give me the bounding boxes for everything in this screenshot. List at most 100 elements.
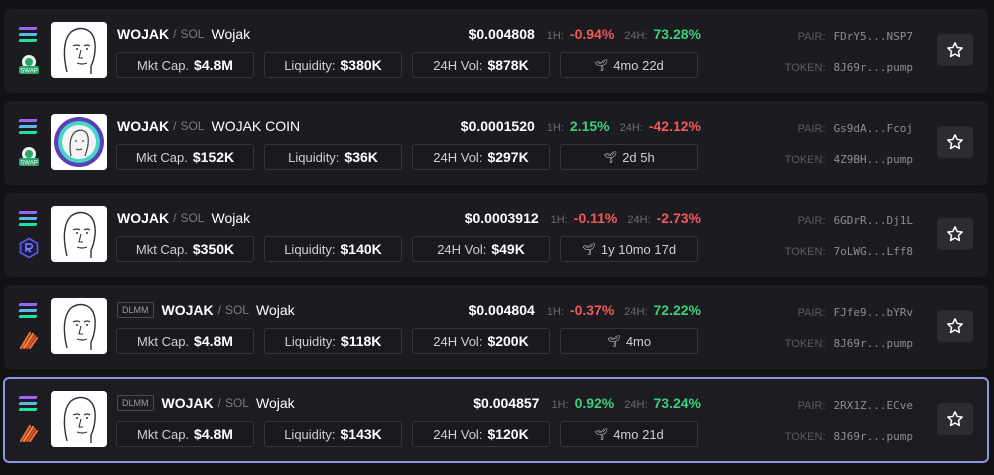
- token-name: Wojak: [211, 26, 251, 42]
- change-1h: -0.11%: [573, 210, 618, 226]
- pair-row[interactable]: WOJAK / SOL Wojak $0.0003912 1H: -0.11% …: [4, 193, 988, 277]
- change-1h-label: 1H:: [546, 306, 564, 318]
- sprout-icon: 🌱︎: [594, 428, 609, 441]
- volume-value: $200K: [487, 333, 529, 349]
- quote-symbol: SOL: [180, 119, 205, 133]
- token-price: $0.004808: [468, 26, 535, 42]
- pair-row[interactable]: SWAP WOJAK / SOL Wojak $0.004808 1H: -0.…: [4, 9, 988, 93]
- token-symbol: WOJAK: [161, 395, 214, 411]
- pair-row-selected[interactable]: DLMM WOJAK / SOL Wojak $0.004857 1H: 0.9…: [3, 377, 989, 463]
- age-value: 4mo: [625, 333, 652, 349]
- favorite-button[interactable]: [937, 403, 973, 435]
- volume-value: $878K: [487, 57, 529, 73]
- solana-icon: [18, 210, 39, 226]
- liquidity-box: Liquidity: $143K: [264, 421, 402, 447]
- quote-symbol: SOL: [180, 27, 205, 41]
- sprout-icon: 🌱︎: [594, 59, 609, 72]
- market-cap-value: $4.8M: [194, 426, 233, 442]
- token-address[interactable]: 8J69r...pump: [833, 430, 913, 443]
- wojak-coin-icon: [51, 114, 107, 170]
- volume-value: $49K: [491, 241, 525, 257]
- token-price: $0.0001520: [460, 118, 535, 134]
- token-avatar: [51, 298, 107, 354]
- age-box: 🌱︎ 4mo 21d: [560, 421, 698, 447]
- change-1h-label: 1H:: [546, 30, 564, 42]
- token-avatar: [51, 114, 107, 170]
- volume-box: 24H Vol: $297K: [412, 144, 550, 170]
- quote-symbol: SOL: [180, 211, 205, 225]
- favorite-button[interactable]: [937, 310, 973, 342]
- token-symbol: WOJAK: [161, 302, 214, 318]
- pair-address[interactable]: FDrY5...NSP7: [833, 30, 913, 43]
- change-24h: 72.22%: [653, 302, 701, 318]
- favorite-button[interactable]: [937, 126, 973, 158]
- age-box: 🌱︎ 4mo: [560, 328, 698, 354]
- token-address[interactable]: 8J69r...pump: [833, 61, 913, 74]
- change-24h: 73.28%: [653, 26, 701, 42]
- volume-box: 24H Vol: $878K: [412, 52, 550, 78]
- pair-row[interactable]: DLMM WOJAK / SOL Wojak $0.004804 1H: -0.…: [4, 285, 988, 369]
- star-icon: [947, 411, 963, 427]
- token-price: $0.004804: [468, 302, 535, 318]
- token-address[interactable]: 8J69r...pump: [833, 337, 913, 350]
- market-cap-value: $4.8M: [194, 333, 233, 349]
- age-box: 🌱︎ 4mo 22d: [560, 52, 698, 78]
- market-cap-box: Mkt Cap. $4.8M: [116, 421, 254, 447]
- liquidity-box: Liquidity: $118K: [264, 328, 402, 354]
- liquidity-value: $118K: [340, 333, 382, 349]
- wojak-face-icon: [51, 22, 107, 78]
- market-cap-box: Mkt Cap. $4.8M: [116, 328, 254, 354]
- sprout-icon: 🌱︎: [606, 335, 621, 348]
- change-24h: -2.73%: [656, 210, 701, 226]
- pair-row[interactable]: SWAP WOJAK / SOL WOJAK COIN $0.0001520 1…: [4, 101, 988, 185]
- age-box: 🌱︎ 1y 10mo 17d: [560, 236, 698, 262]
- age-value: 4mo 22d: [613, 57, 664, 73]
- favorite-button[interactable]: [937, 34, 973, 66]
- token-address[interactable]: 4Z9BH...pump: [833, 153, 913, 166]
- token-address[interactable]: 7oLWG...Lff8: [833, 245, 913, 258]
- token-name: Wojak: [211, 210, 251, 226]
- meteora-icon: [17, 421, 41, 445]
- change-1h-label: 1H:: [550, 214, 568, 226]
- solana-icon: [18, 395, 39, 411]
- token-symbol: WOJAK: [117, 118, 170, 134]
- star-icon: [947, 226, 963, 242]
- change-1h: -0.37%: [569, 302, 615, 318]
- raydium-icon: [17, 236, 41, 260]
- meteora-icon: [17, 328, 41, 352]
- token-name: Wojak: [255, 302, 295, 318]
- change-24h-label: 24H:: [627, 214, 651, 226]
- liquidity-value: $140K: [340, 241, 382, 257]
- market-cap-value: $152K: [192, 149, 235, 165]
- liquidity-box: Liquidity: $140K: [264, 236, 402, 262]
- change-24h-label: 24H:: [624, 306, 648, 318]
- market-cap-value: $4.8M: [194, 57, 233, 73]
- quote-symbol: SOL: [224, 303, 249, 317]
- favorite-button[interactable]: [937, 218, 973, 250]
- volume-value: $120K: [487, 426, 529, 442]
- pair-address[interactable]: Gs9dA...Fcoj: [833, 122, 913, 135]
- wojak-face-icon: [51, 298, 107, 354]
- volume-value: $297K: [487, 149, 529, 165]
- liquidity-value: $36K: [344, 149, 378, 165]
- svg-text:SWAP: SWAP: [20, 69, 37, 75]
- age-value: 1y 10mo 17d: [600, 241, 677, 257]
- sprout-icon: 🌱︎: [603, 151, 618, 164]
- token-price: $0.0003912: [464, 210, 539, 226]
- swap-icon: SWAP: [17, 52, 41, 76]
- change-1h: 0.92%: [574, 395, 615, 411]
- star-icon: [947, 134, 963, 150]
- change-24h: -42.12%: [648, 118, 701, 134]
- volume-box: 24H Vol: $120K: [412, 421, 550, 447]
- solana-icon: [18, 302, 39, 318]
- pair-address[interactable]: 2RX1Z...ECve: [833, 399, 913, 412]
- solana-icon: [18, 118, 39, 134]
- pair-address[interactable]: FJfe9...bYRv: [833, 306, 913, 319]
- age-value: 2d 5h: [622, 149, 655, 165]
- pair-address[interactable]: 6GDrR...Dj1L: [833, 214, 913, 227]
- change-24h-label: 24H:: [624, 399, 648, 411]
- sprout-icon: 🌱︎: [581, 243, 596, 256]
- liquidity-value: $143K: [340, 426, 382, 442]
- token-symbol: WOJAK: [117, 210, 170, 226]
- token-avatar: [51, 206, 107, 262]
